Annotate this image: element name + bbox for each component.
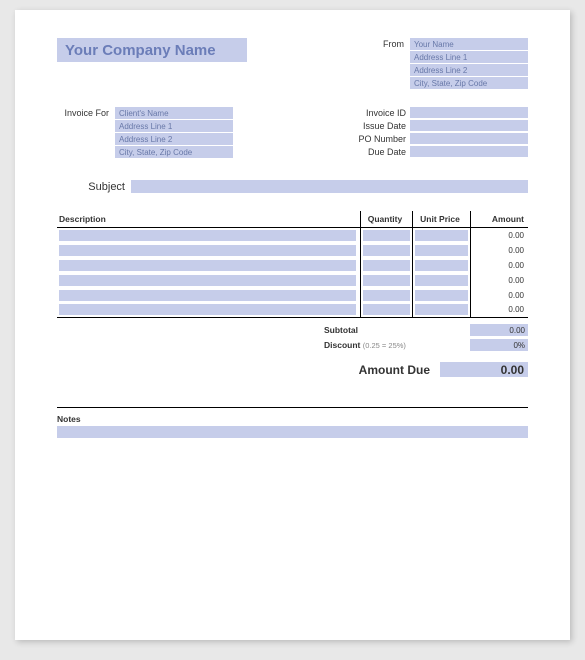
quantity-field[interactable] [363, 290, 410, 301]
subject-field[interactable] [131, 180, 528, 193]
mid-row: Invoice For Client's Name Address Line 1… [57, 107, 528, 158]
amount-value: 0.00 [473, 231, 527, 240]
col-unit-price: Unit Price [412, 211, 470, 228]
amount-value: 0.00 [473, 305, 527, 314]
client-city-field[interactable]: City, State, Zip Code [115, 146, 233, 158]
description-field[interactable] [59, 230, 356, 241]
invoice-for-fields: Client's Name Address Line 1 Address Lin… [115, 107, 233, 158]
meta-block: Invoice ID Issue Date PO Number Due Date [346, 107, 528, 158]
description-field[interactable] [59, 304, 356, 315]
col-amount: Amount [470, 211, 528, 228]
line-items-table: Description Quantity Unit Price Amount 0… [57, 211, 528, 318]
table-row: 0.00 [57, 243, 528, 258]
po-number-field[interactable] [410, 133, 528, 144]
amount-value: 0.00 [473, 291, 527, 300]
from-name-field[interactable]: Your Name [410, 38, 528, 50]
invoice-for-block: Invoice For Client's Name Address Line 1… [57, 107, 233, 158]
description-field[interactable] [59, 290, 356, 301]
invoice-id-field[interactable] [410, 107, 528, 118]
notes-field[interactable] [57, 426, 528, 438]
unit-price-field[interactable] [415, 275, 468, 286]
invoice-page: Your Company Name From Your Name Address… [15, 10, 570, 640]
col-quantity: Quantity [360, 211, 412, 228]
from-address1-field[interactable]: Address Line 1 [410, 51, 528, 63]
amount-due-label: Amount Due [359, 363, 430, 377]
from-address2-field[interactable]: Address Line 2 [410, 64, 528, 76]
subject-label: Subject [57, 181, 125, 193]
client-name-field[interactable]: Client's Name [115, 107, 233, 119]
amount-value: 0.00 [473, 246, 527, 255]
subtotal-row: Subtotal 0.00 [324, 324, 528, 336]
due-date-label: Due Date [346, 147, 406, 157]
notes-label: Notes [57, 414, 528, 424]
quantity-field[interactable] [363, 230, 410, 241]
meta-row-invoice-id: Invoice ID [346, 107, 528, 118]
amount-due-row: Amount Due 0.00 [359, 362, 528, 377]
amount-value: 0.00 [473, 276, 527, 285]
subtotal-value: 0.00 [470, 324, 528, 336]
invoice-id-label: Invoice ID [346, 108, 406, 118]
subtotal-label: Subtotal [324, 325, 464, 335]
client-address2-field[interactable]: Address Line 2 [115, 133, 233, 145]
meta-row-issue-date: Issue Date [346, 120, 528, 131]
from-label: From [376, 38, 404, 89]
due-date-field[interactable] [410, 146, 528, 157]
unit-price-field[interactable] [415, 260, 468, 271]
issue-date-field[interactable] [410, 120, 528, 131]
unit-price-field[interactable] [415, 304, 468, 315]
discount-label: Discount (0.25 = 25%) [324, 340, 464, 350]
po-number-label: PO Number [346, 134, 406, 144]
company-name[interactable]: Your Company Name [57, 38, 247, 62]
table-row: 0.00 [57, 303, 528, 318]
discount-label-text: Discount [324, 340, 360, 350]
discount-hint: (0.25 = 25%) [363, 341, 406, 350]
table-row: 0.00 [57, 273, 528, 288]
from-block: From Your Name Address Line 1 Address Li… [376, 38, 528, 89]
meta-row-due-date: Due Date [346, 146, 528, 157]
meta-row-po-number: PO Number [346, 133, 528, 144]
col-description: Description [57, 211, 360, 228]
subject-row: Subject [57, 180, 528, 193]
quantity-field[interactable] [363, 245, 410, 256]
amount-due-value: 0.00 [440, 362, 528, 377]
client-address1-field[interactable]: Address Line 1 [115, 120, 233, 132]
amount-value: 0.00 [473, 261, 527, 270]
unit-price-field[interactable] [415, 230, 468, 241]
from-city-field[interactable]: City, State, Zip Code [410, 77, 528, 89]
from-fields: Your Name Address Line 1 Address Line 2 … [410, 38, 528, 89]
table-row: 0.00 [57, 228, 528, 243]
table-row: 0.00 [57, 258, 528, 273]
unit-price-field[interactable] [415, 245, 468, 256]
quantity-field[interactable] [363, 275, 410, 286]
issue-date-label: Issue Date [346, 121, 406, 131]
discount-row: Discount (0.25 = 25%) 0% [324, 339, 528, 351]
table-row: 0.00 [57, 288, 528, 303]
description-field[interactable] [59, 275, 356, 286]
quantity-field[interactable] [363, 260, 410, 271]
header-row: Your Company Name From Your Name Address… [57, 38, 528, 89]
description-field[interactable] [59, 260, 356, 271]
divider [57, 407, 528, 408]
totals-block: Subtotal 0.00 Discount (0.25 = 25%) 0% A… [57, 324, 528, 377]
description-field[interactable] [59, 245, 356, 256]
unit-price-field[interactable] [415, 290, 468, 301]
discount-value[interactable]: 0% [470, 339, 528, 351]
quantity-field[interactable] [363, 304, 410, 315]
invoice-for-label: Invoice For [57, 107, 109, 158]
